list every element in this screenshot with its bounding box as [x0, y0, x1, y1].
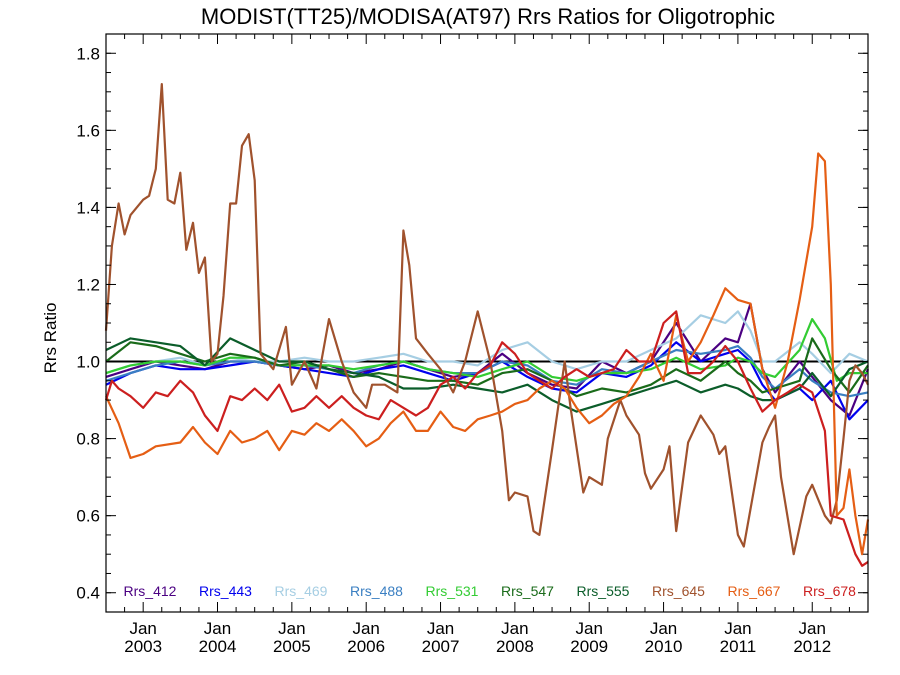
y-tick-label: 0.4	[76, 584, 100, 603]
axes: 0.40.60.81.01.21.41.61.8Jan2003Jan2004Ja…	[76, 34, 868, 656]
x-tick-label-year: 2010	[645, 637, 683, 656]
y-axis-label: Rrs Ratio	[41, 303, 60, 374]
x-tick-label-year: 2011	[720, 637, 757, 656]
legend: Rrs_412 Rrs_443 Rrs_469 Rrs_488 Rrs_531 Rrs_5…	[124, 583, 857, 599]
x-tick-label-year: 2005	[273, 637, 311, 656]
x-tick-label-month: Jan	[352, 619, 379, 638]
legend-entry: Rrs_678	[803, 583, 856, 599]
x-tick-label-month: Jan	[427, 619, 454, 638]
legend-entry: Rrs_469	[275, 583, 328, 599]
legend-entry: Rrs_645	[652, 583, 705, 599]
x-tick-label-month: Jan	[724, 619, 751, 638]
y-tick-label: 1.0	[76, 353, 100, 372]
x-tick-label-year: 2004	[199, 637, 237, 656]
y-tick-label: 1.2	[76, 275, 100, 294]
legend-entry: Rrs_412	[124, 583, 177, 599]
series-line-rrs-645	[104, 83, 869, 556]
x-tick-label-month: Jan	[576, 619, 603, 638]
series-line-rrs-488	[105, 345, 869, 398]
x-tick-label-month: Jan	[799, 619, 826, 638]
y-tick-label: 0.6	[76, 507, 100, 526]
series-line-rrs-547	[105, 337, 869, 398]
y-tick-label: 0.8	[76, 430, 100, 449]
x-tick-label-year: 2003	[124, 637, 162, 656]
x-tick-label-year: 2006	[347, 637, 385, 656]
x-tick-label-year: 2012	[793, 637, 831, 656]
legend-entry: Rrs_547	[501, 583, 554, 599]
plot-area	[104, 83, 870, 567]
legend-entry: Rrs_488	[350, 583, 403, 599]
x-tick-label-month: Jan	[278, 619, 305, 638]
x-tick-label-month: Jan	[204, 619, 231, 638]
legend-entry: Rrs_443	[199, 583, 252, 599]
legend-entry: Rrs_667	[728, 583, 781, 599]
plot-frame	[105, 33, 869, 613]
x-tick-label-year: 2009	[570, 637, 608, 656]
legend-entry: Rrs_531	[426, 583, 479, 599]
series-line-rrs-469	[105, 310, 869, 375]
series-line-rrs-443	[105, 341, 869, 421]
x-tick-label-month: Jan	[650, 619, 677, 638]
x-tick-label-month: Jan	[501, 619, 528, 638]
legend-entry: Rrs_555	[577, 583, 630, 599]
x-tick-label-year: 2008	[496, 637, 534, 656]
x-tick-label-year: 2007	[422, 637, 460, 656]
series-line-rrs-678	[104, 310, 869, 567]
chart-title: MODIST(TT25)/MODISA(AT97) Rrs Ratios for…	[201, 4, 775, 29]
x-tick-label-month: Jan	[129, 619, 156, 638]
series-line-rrs-555	[105, 337, 869, 413]
series-line-rrs-667	[105, 152, 870, 556]
y-tick-label: 1.8	[76, 44, 100, 63]
y-tick-label: 1.6	[76, 121, 100, 140]
y-tick-label: 1.4	[76, 198, 100, 217]
